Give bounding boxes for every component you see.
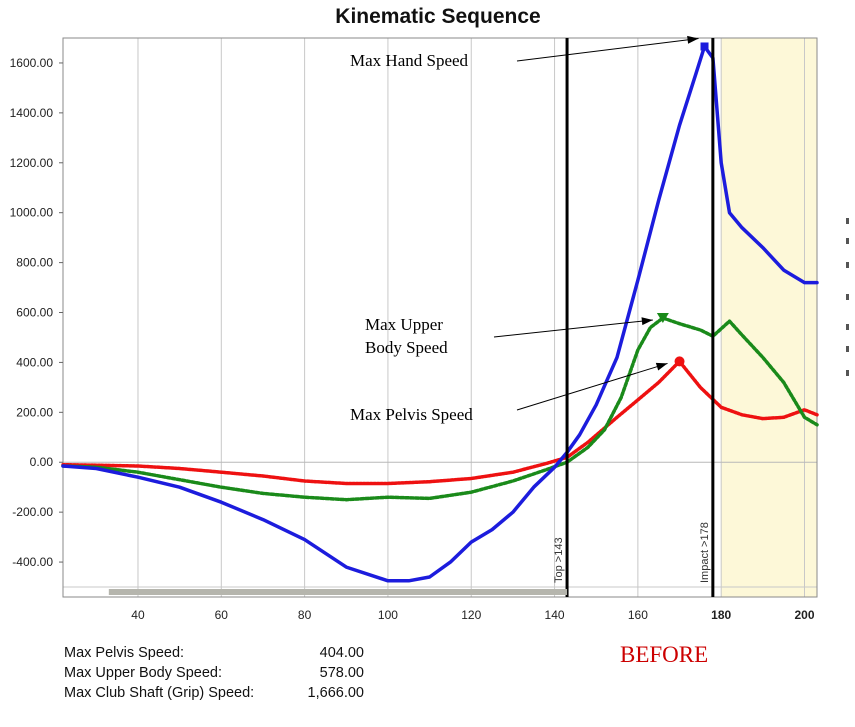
y-tick-label: 200.00 — [16, 405, 53, 419]
summary-table: Max Pelvis Speed: 404.00 Max Upper Body … — [64, 643, 364, 703]
annotation-arrow — [516, 362, 668, 411]
x-tick-label: 200 — [794, 608, 814, 622]
summary-row-pelvis: Max Pelvis Speed: 404.00 — [64, 643, 364, 663]
chart-title: Kinematic Sequence — [335, 5, 540, 28]
edge-mark — [846, 370, 849, 376]
summary-row-upper-body: Max Upper Body Speed: 578.00 — [64, 663, 364, 683]
edge-mark — [846, 218, 849, 224]
edge-mark — [846, 238, 849, 244]
y-tick-label: 800.00 — [16, 256, 53, 270]
annotation-label: Max Hand Speed — [350, 51, 469, 70]
plot-frame — [62, 37, 818, 598]
x-tick-label: 80 — [298, 608, 312, 622]
edge-mark — [846, 324, 849, 330]
x-tick-label: 60 — [215, 608, 229, 622]
x-tick-label: 40 — [131, 608, 145, 622]
annotation-arrowhead — [655, 362, 668, 371]
x-tick-label: 140 — [545, 608, 565, 622]
annotation-arrow — [516, 37, 699, 62]
y-tick-label: 1000.00 — [10, 206, 54, 220]
y-tick-label: 0.00 — [30, 455, 54, 469]
annotation-label: Max Pelvis Speed — [350, 405, 473, 424]
y-tick-label: -400.00 — [12, 555, 53, 569]
horizontal-scrollbar — [108, 589, 568, 595]
y-tick-label: 1400.00 — [10, 106, 54, 120]
x-tick-label: 160 — [628, 608, 648, 622]
series-line-pelvis — [61, 359, 819, 486]
summary-value: 404.00 — [319, 645, 364, 661]
summary-value: 578.00 — [319, 665, 364, 681]
x-tick-label: 180 — [711, 608, 731, 622]
x-tick-label: 100 — [378, 608, 398, 622]
summary-label: Max Upper Body Speed: — [64, 665, 222, 681]
event-line-label: Impact >178 — [699, 522, 711, 583]
impact-highlight-region — [721, 38, 817, 597]
annotation-label: Body Speed — [365, 338, 448, 357]
kinematic-chart: Kinematic Sequence 1600.001400.001200.00… — [10, 5, 849, 622]
plot-background — [63, 38, 817, 597]
annotation-arrow — [493, 319, 653, 338]
series-line-upper-body — [61, 316, 819, 502]
summary-row-club-shaft: Max Club Shaft (Grip) Speed: 1,666.00 — [64, 683, 364, 703]
annotation-arrowhead — [687, 35, 699, 44]
x-tick-label: 120 — [461, 608, 481, 622]
max-marker-circle — [674, 356, 685, 367]
max-marker-triangle — [656, 312, 669, 323]
summary-label: Max Club Shaft (Grip) Speed: — [64, 685, 255, 701]
y-tick-label: 1600.00 — [10, 56, 54, 70]
series-line-club-shaft-grip — [61, 44, 819, 583]
y-tick-label: 400.00 — [16, 355, 53, 369]
max-marker-square — [700, 42, 709, 51]
annotation-arrowhead — [641, 317, 653, 326]
y-tick-label: 600.00 — [16, 306, 53, 320]
before-note: BEFORE — [620, 642, 709, 667]
annotation-label: Max Upper — [365, 315, 443, 334]
edge-mark — [846, 346, 849, 352]
summary-value: 1,666.00 — [307, 685, 364, 701]
edge-mark — [846, 262, 849, 268]
summary-label: Max Pelvis Speed: — [64, 645, 185, 661]
y-tick-label: -200.00 — [12, 505, 53, 519]
y-tick-label: 1200.00 — [10, 156, 54, 170]
event-line-label: Top >143 — [553, 537, 565, 583]
edge-mark — [846, 294, 849, 300]
